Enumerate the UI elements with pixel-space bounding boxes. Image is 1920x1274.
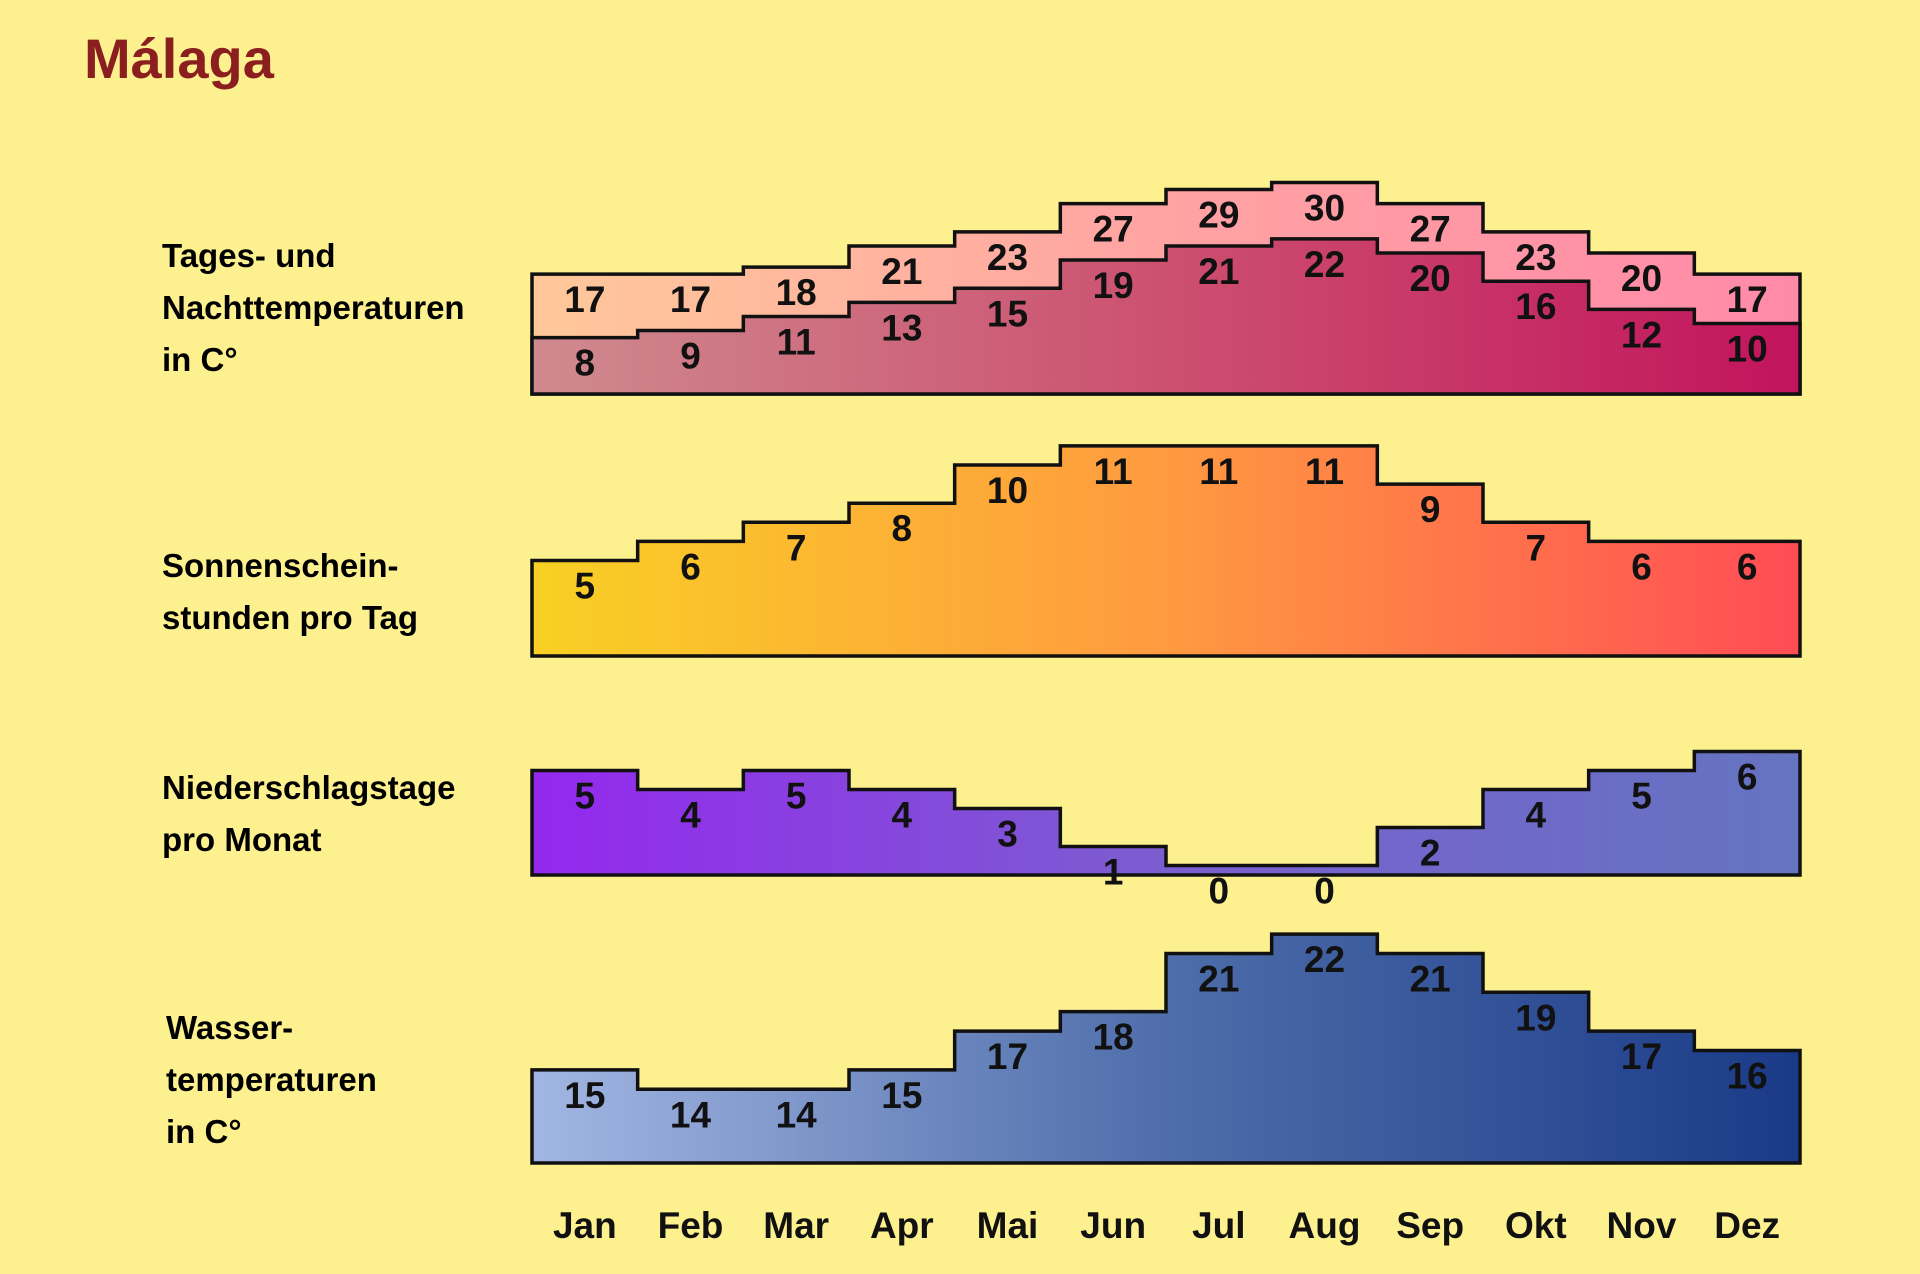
month-tick-label: Okt <box>1505 1205 1567 1246</box>
month-tick-label: Mai <box>977 1205 1039 1246</box>
label-line: temperaturen <box>166 1061 377 1098</box>
rain-value-label: 0 <box>1314 871 1335 912</box>
temp-area-1 <box>530 237 1802 396</box>
rain-value-label: 5 <box>1631 776 1652 817</box>
rain-area-0 <box>530 749 1802 877</box>
water-value-label: 17 <box>1621 1036 1662 1077</box>
label-line: in C° <box>162 341 238 378</box>
temp-value-label: 17 <box>1727 279 1768 320</box>
water-value-label: 16 <box>1727 1055 1768 1096</box>
sun-value-label: 6 <box>1737 546 1758 587</box>
temp-value-label: 16 <box>1515 286 1556 327</box>
temp-value-label: 15 <box>987 293 1028 334</box>
temp-value-label: 21 <box>1198 251 1239 292</box>
water-value-label: 18 <box>1093 1017 1134 1058</box>
rain-value-label: 5 <box>786 776 807 817</box>
sun-value-label: 11 <box>1305 451 1344 492</box>
chart-title: Málaga <box>84 27 274 90</box>
temp-value-label: 27 <box>1093 209 1134 250</box>
rain-value-label: 4 <box>892 795 913 836</box>
label-line: pro Monat <box>162 821 322 858</box>
water-value-label: 22 <box>1304 939 1345 980</box>
month-tick-label: Jul <box>1192 1205 1245 1246</box>
temp-value-label: 21 <box>881 251 922 292</box>
sun-value-label: 5 <box>575 566 596 607</box>
temp-value-label: 12 <box>1621 314 1662 355</box>
label-line: Sonnenschein- <box>162 547 399 584</box>
sun-value-label: 8 <box>892 508 913 549</box>
temp-value-label: 30 <box>1304 188 1345 229</box>
temp-value-label: 8 <box>575 343 596 384</box>
month-tick-label: Mar <box>763 1205 829 1246</box>
month-tick-label: Jun <box>1080 1205 1146 1246</box>
rain-value-label: 6 <box>1737 757 1758 798</box>
sun-value-label: 6 <box>680 546 701 587</box>
water-value-label: 14 <box>670 1094 712 1135</box>
rain-value-label: 1 <box>1103 852 1124 893</box>
water-value-label: 15 <box>881 1075 922 1116</box>
sun-value-label: 7 <box>786 527 807 568</box>
temp-value-label: 20 <box>1410 258 1451 299</box>
sun-area-0 <box>530 444 1802 658</box>
rain-value-label: 0 <box>1209 871 1230 912</box>
sun-value-label: 10 <box>987 470 1028 511</box>
month-tick-label: Dez <box>1714 1205 1780 1246</box>
water-area-0 <box>530 932 1802 1165</box>
rain-value-label: 4 <box>1526 795 1547 836</box>
sun-value-label: 11 <box>1199 451 1238 492</box>
water-value-label: 14 <box>776 1094 818 1135</box>
water-value-label: 17 <box>987 1036 1028 1077</box>
temp-value-label: 11 <box>777 321 816 362</box>
month-tick-label: Apr <box>870 1205 934 1246</box>
temp-value-label: 18 <box>776 272 817 313</box>
water-value-label: 21 <box>1198 958 1239 999</box>
month-tick-label: Nov <box>1607 1205 1677 1246</box>
label-line: Niederschlagstage <box>162 769 456 806</box>
month-tick-label: Jan <box>553 1205 617 1246</box>
label-line: Tages- und <box>162 237 336 274</box>
sun-value-label: 9 <box>1420 489 1441 530</box>
temp-value-label: 23 <box>1515 237 1556 278</box>
label-line: in C° <box>166 1113 242 1150</box>
temp-value-label: 29 <box>1198 195 1239 236</box>
month-tick-label: Sep <box>1396 1205 1464 1246</box>
temp-value-label: 9 <box>680 336 701 377</box>
rain-row-label: Niederschlagstage pro Monat <box>162 762 455 866</box>
temp-value-label: 10 <box>1727 329 1768 370</box>
temp-row-label: Tages- und Nachttemperaturen in C° <box>162 230 465 386</box>
temp-value-label: 22 <box>1304 244 1345 285</box>
sun-row-label: Sonnenschein- stunden pro Tag <box>162 540 418 644</box>
sun-value-label: 6 <box>1631 546 1652 587</box>
water-value-label: 19 <box>1515 997 1556 1038</box>
temp-value-label: 13 <box>881 307 922 348</box>
water-value-label: 15 <box>564 1075 605 1116</box>
temp-value-label: 20 <box>1621 258 1662 299</box>
temp-value-label: 23 <box>987 237 1028 278</box>
sun-value-label: 7 <box>1526 527 1547 568</box>
water-value-label: 21 <box>1410 958 1451 999</box>
sun-value-label: 11 <box>1094 451 1133 492</box>
label-line: Wasser- <box>166 1009 294 1046</box>
rain-value-label: 5 <box>575 776 596 817</box>
rain-value-label: 3 <box>997 814 1018 855</box>
label-line: stunden pro Tag <box>162 599 419 636</box>
month-tick-label: Feb <box>658 1205 724 1246</box>
water-row-label: Wasser- temperaturen in C° <box>166 1002 377 1158</box>
rain-value-label: 2 <box>1420 833 1441 874</box>
month-tick-label: Aug <box>1289 1205 1361 1246</box>
temp-value-label: 27 <box>1410 209 1451 250</box>
temp-value-label: 17 <box>564 279 605 320</box>
temp-value-label: 19 <box>1093 265 1134 306</box>
temp-value-label: 17 <box>670 279 711 320</box>
label-line: Nachttemperaturen <box>162 289 465 326</box>
rain-value-label: 4 <box>680 795 701 836</box>
